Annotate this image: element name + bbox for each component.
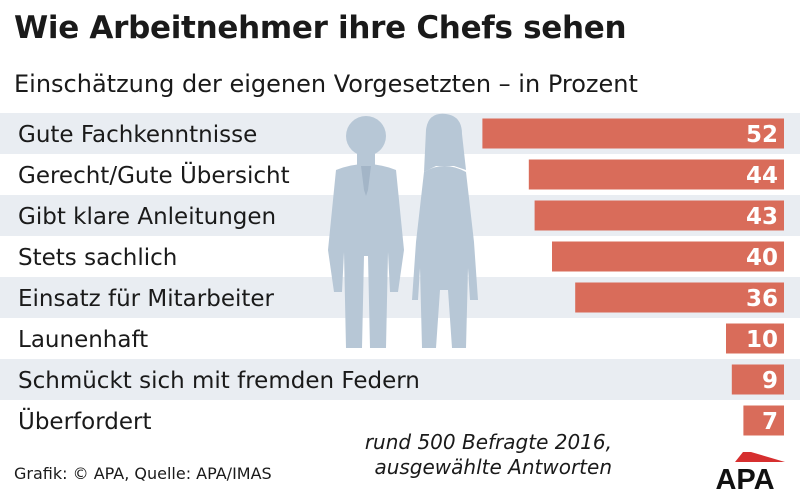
category-label: Launenhaft [18,327,148,353]
apa-logo: APA [715,452,785,492]
survey-note: rund 500 Befragte 2016, ausgewählte Antw… [365,430,612,480]
data-labels: 52 44 43 40 36 10 9 7 [746,122,778,435]
svg-text:APA: APA [715,464,774,492]
chart-subtitle: Einschätzung der eigenen Vorgesetzten – … [14,70,638,98]
bar [743,405,784,436]
category-labels: Gute Fachkenntnisse Gerecht/Gute Übersich… [18,122,420,435]
bar [482,118,784,149]
survey-note-line2: ausgewählte Antworten [374,455,612,479]
value-label: 7 [762,409,778,435]
bar [528,159,784,190]
value-label: 40 [746,245,778,271]
bar [575,282,784,313]
category-label: Überfordert [18,407,152,435]
bar [726,323,784,354]
bars [482,118,784,436]
category-label: Gute Fachkenntnisse [18,122,257,148]
category-label: Gerecht/Gute Übersicht [18,161,290,189]
source-credit: Grafik: © APA, Quelle: APA/IMAS [14,464,272,483]
category-label: Schmückt sich mit fremden Federn [18,368,420,394]
survey-note-line1: rund 500 Befragte 2016, [364,430,612,454]
value-label: 10 [746,327,778,353]
bar [534,200,784,231]
category-label: Stets sachlich [18,245,177,271]
bar [552,241,784,272]
value-label: 52 [746,122,778,148]
chart-title: Wie Arbeitnehmer ihre Chefs sehen [14,10,627,46]
people-silhouette-icon [328,113,478,348]
value-label: 43 [746,204,778,230]
category-label: Gibt klare Anleitungen [18,204,276,230]
row-band [0,359,800,400]
bar [731,364,784,395]
value-label: 9 [762,368,778,394]
value-label: 36 [746,286,778,312]
value-label: 44 [746,163,778,189]
category-label: Einsatz für Mitarbeiter [18,286,275,312]
